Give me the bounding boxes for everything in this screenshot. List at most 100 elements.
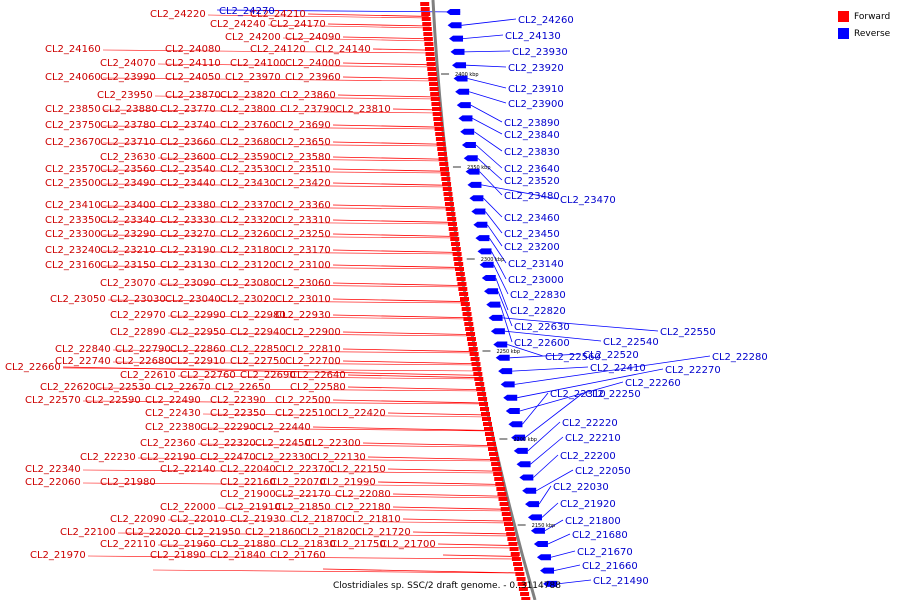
forward-gene-label: CL2_23050: [50, 294, 106, 305]
forward-gene-label: CL2_23970: [225, 72, 281, 83]
forward-feature: [458, 287, 468, 291]
forward-connector: [202, 427, 492, 432]
forward-feature: [420, 2, 430, 6]
forward-gene-label: CL2_21860: [245, 527, 301, 538]
forward-feature: [467, 342, 477, 346]
forward-feature: [442, 182, 452, 186]
forward-feature: [470, 357, 480, 361]
forward-feature: [439, 167, 449, 171]
forward-feature: [498, 497, 508, 501]
forward-gene-label: CL2_22810: [285, 344, 341, 355]
forward-gene-label: CL2_22640: [290, 370, 346, 381]
reverse-gene-label: CL2_23830: [504, 147, 560, 158]
forward-connector: [102, 49, 433, 54]
forward-feature: [455, 267, 465, 271]
forward-gene-label: CL2_22370: [275, 464, 331, 475]
forward-gene-label: CL2_21900: [220, 489, 276, 500]
forward-gene-label: CL2_22690: [240, 370, 296, 381]
forward-gene-label: CL2_21760: [270, 550, 326, 561]
forward-feature: [420, 7, 430, 11]
reverse-gene-label: CL2_22630: [514, 322, 570, 333]
forward-feature: [456, 277, 466, 281]
forward-feature: [477, 392, 487, 396]
forward-gene-label: CL2_22180: [335, 502, 391, 513]
forward-gene-label: CL2_23990: [100, 72, 156, 83]
forward-gene-label: CL2_22060: [25, 477, 81, 488]
reverse-connectors: [216, 9, 711, 585]
legend-forward-label: Forward: [854, 11, 891, 22]
reverse-gene-label: CL2_23520: [504, 176, 560, 187]
forward-gene-label: CL2_22760: [180, 370, 236, 381]
forward-feature: [490, 457, 500, 461]
reverse-gene-label: CL2_22250: [585, 389, 641, 400]
forward-connector: [62, 367, 480, 372]
forward-connector: [117, 532, 514, 537]
forward-gene-label: CL2_23250: [275, 229, 331, 240]
forward-gene-label: CL2_23570: [45, 164, 101, 175]
reverse-feature: [465, 168, 480, 175]
reverse-connector: [507, 344, 544, 357]
forward-gene-label: CL2_23260: [220, 229, 276, 240]
reverse-connector: [472, 118, 503, 135]
forward-gene-label: CL2_21960: [160, 539, 216, 550]
forward-gene-label: CL2_22150: [330, 464, 386, 475]
forward-gene-label: CL2_22010: [170, 514, 226, 525]
reverse-gene-label: CL2_22280: [712, 352, 768, 363]
reverse-connector: [553, 564, 581, 571]
forward-feature: [506, 532, 516, 536]
forward-feature: [495, 482, 505, 486]
forward-gene-label: CL2_22230: [80, 452, 136, 463]
forward-gene-label: CL2_23030: [110, 294, 166, 305]
forward-gene-label: CL2_23150: [100, 260, 156, 271]
reverse-gene-label: CL2_22050: [575, 466, 631, 477]
reverse-gene-label: CL2_22310: [550, 389, 606, 400]
forward-feature: [445, 207, 455, 211]
forward-gene-label: CL2_23440: [160, 178, 216, 189]
reverse-gene-label: CL2_22600: [514, 338, 570, 349]
forward-connector: [102, 169, 448, 174]
reverse-feature: [473, 221, 488, 228]
forward-connector: [82, 400, 487, 405]
forward-gene-label: CL2_23270: [160, 229, 216, 240]
forward-gene-label: CL2_23240: [45, 245, 101, 256]
forward-gene-label: CL2_23320: [220, 215, 276, 226]
forward-gene-label: CL2_22040: [220, 464, 276, 475]
forward-feature: [513, 562, 523, 566]
forward-connector: [102, 205, 453, 210]
forward-feature: [433, 122, 443, 126]
forward-gene-label: CL2_24220: [150, 9, 206, 20]
forward-gene-label: CL2_22790: [115, 344, 171, 355]
reverse-connector: [485, 211, 503, 234]
reverse-feature: [447, 22, 462, 29]
forward-gene-label: CL2_22660: [5, 362, 61, 373]
forward-gene-label: CL2_22110: [100, 539, 156, 550]
forward-feature: [483, 427, 493, 431]
forward-gene-label: CL2_24140: [315, 44, 371, 55]
forward-gene-label: CL2_22360: [140, 438, 196, 449]
forward-feature: [432, 112, 442, 116]
forward-feature: [453, 257, 463, 261]
reverse-connector: [530, 436, 564, 465]
forward-gene-label: CL2_21880: [220, 539, 276, 550]
reverse-connector: [483, 197, 503, 218]
forward-gene-label: CL2_23740: [160, 120, 216, 131]
reverse-gene-label: CL2_22030: [553, 482, 609, 493]
forward-gene-label: CL2_23680: [220, 137, 276, 148]
forward-gene-label: CL2_21870: [290, 514, 346, 525]
forward-connector: [282, 37, 432, 42]
reverse-feature: [505, 408, 520, 414]
forward-gene-label: CL2_23210: [100, 245, 156, 256]
reverse-feature: [525, 501, 540, 508]
forward-feature: [508, 542, 518, 546]
reverse-feature: [533, 541, 548, 547]
reverse-gene-label: CL2_21800: [565, 516, 621, 527]
forward-gene-label: CL2_22680: [115, 356, 171, 367]
forward-feature: [437, 147, 447, 151]
reverse-gene-label: CL2_22820: [510, 306, 566, 317]
forward-gene-label: CL2_22650: [215, 382, 271, 393]
forward-gene-label: CL2_23860: [280, 90, 336, 101]
forward-feature: [479, 402, 489, 406]
forward-feature: [481, 412, 491, 416]
reverse-connector: [502, 317, 659, 332]
reverse-connector: [473, 131, 503, 152]
